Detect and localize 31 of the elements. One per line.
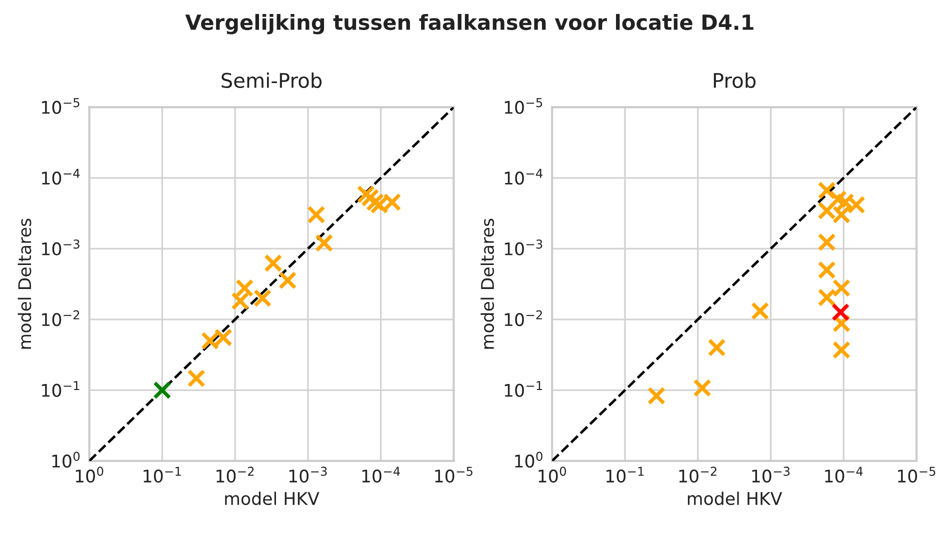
x-axis-title: model HKV: [225, 492, 320, 506]
x-tick-label: 10$^{−3}$: [752, 466, 790, 483]
y-tick-label: 10$^{−4}$: [42, 168, 80, 185]
x-tick-label: 10$^{−3}$: [289, 466, 327, 483]
y-tick-label: 10$^{−3}$: [42, 240, 80, 256]
x-tick-label: 10$^{−4}$: [362, 466, 400, 483]
chart-title: Semi-Prob: [222, 72, 322, 88]
y-tick-label: 10$^{0}$: [52, 452, 80, 468]
x-tick-label: 10$^{0}$: [538, 466, 566, 483]
y-tick-label: 10$^{−2}$: [42, 310, 80, 326]
y-axis-title: model Deltares: [480, 218, 494, 349]
chart-title: Prob: [714, 72, 756, 88]
x-tick-label: 10$^{0}$: [76, 466, 104, 483]
y-tick-label: 10$^{0}$: [515, 452, 542, 468]
text: Vergelijking tussen faalkansen voor locatie D4.1: [185, 14, 754, 34]
x-tick-label: 10$^{−5}$: [898, 466, 936, 483]
y-tick-label: 10$^{−5}$: [42, 98, 80, 114]
y-tick-label: 10$^{−5}$: [504, 98, 542, 114]
y-tick-label: 10$^{−4}$: [504, 168, 542, 185]
y-tick-label: 10$^{−1}$: [504, 381, 542, 397]
y-tick-label: 10$^{−2}$: [504, 310, 542, 326]
x-tick-label: 10$^{−2}$: [216, 466, 254, 483]
x-tick-label: 10$^{−1}$: [144, 466, 181, 483]
y-axis-title: model Deltares: [18, 218, 32, 349]
x-tick-label: 10$^{−4}$: [825, 466, 863, 483]
x-tick-label: 10$^{−1}$: [606, 466, 644, 483]
x-tick-label: 10$^{−5}$: [435, 466, 472, 483]
x-tick-label: 10$^{−2}$: [679, 466, 716, 483]
y-tick-label: 10$^{−1}$: [42, 381, 80, 397]
y-tick-label: 10$^{−3}$: [504, 240, 542, 256]
x-axis-title: model HKV: [688, 492, 782, 506]
